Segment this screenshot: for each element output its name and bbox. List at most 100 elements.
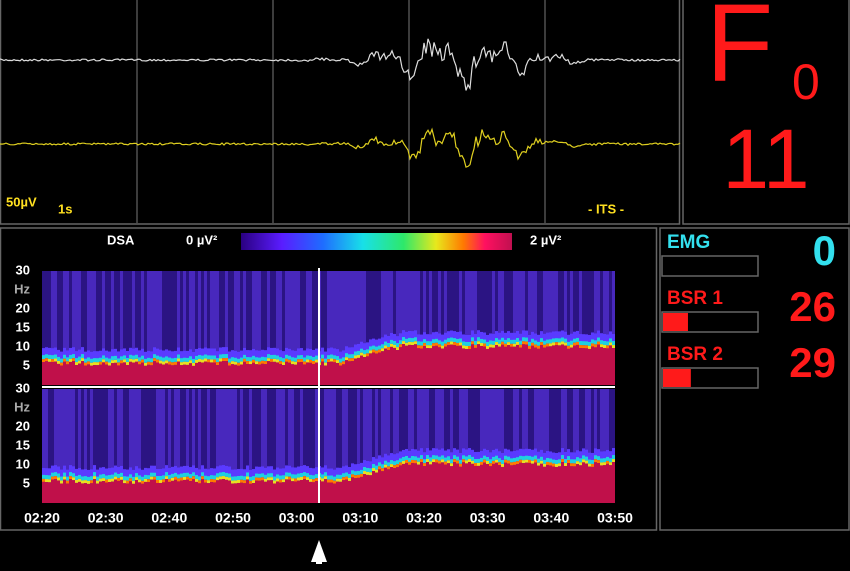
spectrogram-column xyxy=(501,271,504,331)
spectrogram-column xyxy=(234,476,237,481)
spectrogram-column xyxy=(522,337,525,342)
spectrogram-column xyxy=(366,356,369,385)
spectrogram-column xyxy=(492,460,495,464)
spectrogram-column xyxy=(336,349,339,358)
spectrogram-column xyxy=(546,461,549,465)
spectrogram-column xyxy=(141,359,144,363)
spectrogram-column xyxy=(483,389,486,449)
spectrogram-column xyxy=(516,461,519,465)
spectrogram-column xyxy=(531,338,534,343)
spectrogram-column xyxy=(567,348,570,385)
spectrogram-column xyxy=(516,330,519,339)
spectrogram-column xyxy=(114,355,117,360)
spectrogram-column xyxy=(198,347,201,356)
spectrogram-column xyxy=(351,477,354,503)
spectrogram-column xyxy=(534,462,537,503)
spectrogram-column xyxy=(483,462,486,503)
spectrogram-column xyxy=(186,472,189,477)
spectrogram-column xyxy=(189,349,192,358)
spectrogram-column xyxy=(420,271,423,335)
spectrogram-column xyxy=(573,338,576,343)
spectrogram-column xyxy=(525,455,528,460)
spectrogram-column xyxy=(195,389,198,468)
spectrogram-column xyxy=(69,354,72,359)
spectrogram-column xyxy=(351,358,354,362)
spectrogram-column xyxy=(543,340,546,345)
spectrogram-column xyxy=(525,389,528,449)
spectrogram-column xyxy=(597,460,600,464)
spectrogram-column xyxy=(354,358,357,385)
spectrogram-column xyxy=(63,271,66,348)
spectrogram-column xyxy=(222,472,225,477)
spectrogram-column xyxy=(42,481,45,503)
spectrogram-column xyxy=(468,345,471,349)
spectrogram-column xyxy=(288,472,291,477)
spectrogram-column xyxy=(369,468,372,473)
spectrogram-column xyxy=(525,459,528,463)
spectrogram-column xyxy=(102,348,105,357)
spectrogram-column xyxy=(132,480,135,484)
spectrogram-column xyxy=(438,449,441,458)
spectrogram-column xyxy=(585,345,588,349)
spectrogram-column xyxy=(324,358,327,363)
spectrogram-column xyxy=(45,271,48,348)
spectrogram-column xyxy=(471,271,474,331)
spectrogram-column xyxy=(414,337,417,342)
spectrogram-column xyxy=(129,354,132,359)
spectrogram-column xyxy=(129,361,132,385)
spectrogram-column xyxy=(414,341,417,345)
spectrogram-column xyxy=(459,271,462,332)
spectrogram-column xyxy=(57,389,60,467)
spectrogram-column xyxy=(393,389,396,455)
spectrogram-column xyxy=(483,448,486,457)
spectrogram-column xyxy=(423,271,426,333)
spectrogram-column xyxy=(285,347,288,356)
spectrogram-column xyxy=(384,341,387,346)
spectrogram-column xyxy=(285,479,288,503)
spectrogram-column xyxy=(135,477,138,481)
mode-label: - ITS - xyxy=(588,201,624,216)
spectrogram-column xyxy=(432,339,435,344)
spectrogram-column xyxy=(435,448,438,457)
spectrogram-column xyxy=(450,344,453,385)
spectrogram-column xyxy=(342,364,345,385)
spectrogram-column xyxy=(330,479,333,483)
spectrogram-column xyxy=(456,460,459,464)
spectrogram-column xyxy=(81,476,84,481)
spectrogram-column xyxy=(435,271,438,332)
spectrogram-column xyxy=(501,344,504,385)
spectrogram-column xyxy=(300,472,303,477)
spectrogram-column xyxy=(402,449,405,458)
spectrogram-column xyxy=(234,361,237,365)
spectrogram-column xyxy=(228,365,231,385)
spectrogram-column xyxy=(324,476,327,480)
spectrogram-column xyxy=(270,477,273,481)
spectrogram-column xyxy=(339,362,342,366)
spectrogram-column xyxy=(576,337,579,342)
spectrogram-column xyxy=(291,467,294,476)
spectrogram-column xyxy=(222,358,225,362)
spectrogram-column xyxy=(294,474,297,479)
spectrogram-column xyxy=(543,347,546,385)
spectrogram-column xyxy=(186,389,189,466)
spectrogram-column xyxy=(549,271,552,333)
spectrogram-column xyxy=(477,341,480,345)
spectrogram-column xyxy=(486,271,489,335)
spectrogram-column xyxy=(261,271,264,350)
spectrogram-column xyxy=(300,389,303,466)
spectrogram-column xyxy=(558,389,561,453)
spectrogram-column xyxy=(327,475,330,480)
spectrogram-column xyxy=(609,462,612,466)
spectrogram-column xyxy=(141,480,144,484)
spectrogram-column xyxy=(450,466,453,503)
spectrogram-column xyxy=(486,341,489,346)
spectrogram-column xyxy=(90,362,93,366)
spectrogram-column xyxy=(417,450,420,459)
spectrogram-column xyxy=(219,389,222,466)
spectrogram-column xyxy=(543,463,546,467)
spectrogram-column xyxy=(447,460,450,464)
spectrogram-column xyxy=(321,358,324,362)
spectrogram-column xyxy=(123,271,126,349)
spectrogram-column xyxy=(60,271,63,352)
spectrogram-column xyxy=(66,364,69,385)
